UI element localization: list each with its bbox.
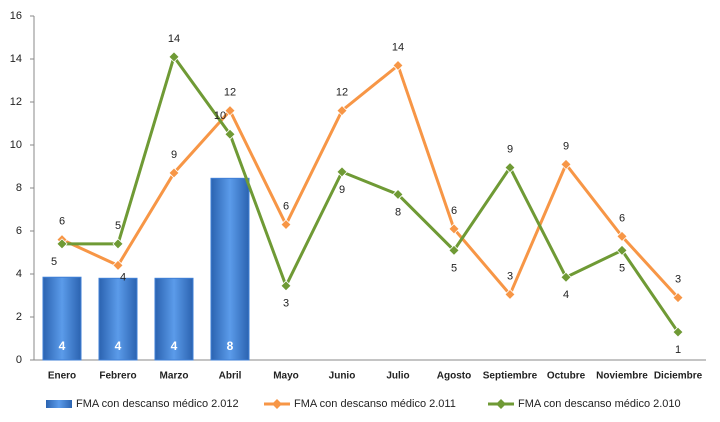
y-tick-label: 10 (10, 139, 22, 151)
point-value-label: 5 (115, 220, 121, 232)
point-value-label: 4 (563, 289, 569, 301)
y-tick-label: 6 (16, 225, 22, 237)
marker (560, 158, 572, 170)
legend-marker (272, 399, 282, 409)
x-tick-label: Mayo (273, 371, 299, 382)
x-tick-label: Junio (329, 371, 356, 382)
marker (392, 59, 404, 72)
point-value-label: 3 (507, 270, 513, 282)
legend-marker (496, 399, 506, 409)
marker (672, 292, 684, 304)
y-tick-label: 0 (16, 354, 22, 366)
marker (112, 259, 124, 271)
x-tick-label: Marzo (160, 371, 189, 382)
bar-value-label: 8 (227, 339, 234, 353)
point-value-label: 5 (51, 256, 57, 268)
y-tick-label: 8 (16, 182, 22, 194)
point-value-label: 14 (392, 41, 404, 53)
point-value-label: 4 (120, 271, 126, 283)
marker (560, 271, 572, 283)
y-tick-label: 4 (16, 268, 22, 280)
point-value-label: 9 (563, 140, 569, 152)
x-tick-label: Febrero (99, 371, 136, 382)
point-value-label: 8 (395, 206, 401, 218)
y-tick-label: 14 (10, 53, 22, 65)
x-tick-label: Diciembre (654, 371, 703, 382)
x-tick-label: Noviembre (596, 371, 648, 382)
marker (504, 288, 516, 300)
point-value-label: 5 (451, 262, 457, 274)
marker (224, 105, 236, 117)
marker (336, 166, 348, 178)
marker (616, 244, 628, 256)
point-value-label: 12 (224, 87, 236, 99)
x-tick-label: Septiembre (483, 371, 538, 382)
marker (168, 51, 180, 63)
point-value-label: 6 (283, 200, 289, 212)
legend-label: FMA con descanso médico 2.010 (518, 398, 681, 410)
point-value-label: 6 (619, 212, 625, 224)
bar-value-label: 4 (115, 339, 122, 353)
point-value-label: 9 (507, 143, 513, 155)
bar (98, 277, 138, 361)
legend-label: FMA con descanso médico 2.011 (294, 398, 456, 410)
x-tick-label: Julio (386, 371, 409, 382)
point-value-label: 6 (59, 216, 65, 228)
marker (448, 223, 460, 235)
line (61, 62, 680, 299)
marker (336, 105, 348, 117)
marker (392, 188, 404, 201)
bar-value-label: 4 (171, 339, 178, 353)
point-value-label: 5 (619, 262, 625, 274)
bar (210, 177, 250, 361)
marker (616, 230, 628, 242)
x-tick-label: Agosto (437, 371, 471, 382)
line (62, 53, 680, 333)
marker (112, 238, 124, 250)
marker (280, 280, 292, 292)
y-tick-label: 2 (16, 311, 22, 323)
marker (56, 238, 68, 250)
point-value-label: 14 (168, 33, 180, 45)
point-value-label: 10 (214, 110, 226, 122)
y-tick-label: 12 (10, 96, 22, 108)
marker (224, 128, 236, 140)
x-tick-label: Enero (48, 371, 76, 382)
y-tick-label: 16 (10, 10, 22, 22)
point-value-label: 12 (336, 87, 348, 99)
bar-value-label: 4 (59, 339, 66, 353)
point-value-label: 6 (451, 205, 457, 217)
x-tick-label: Abril (219, 371, 242, 382)
marker (280, 218, 292, 231)
marker (448, 244, 460, 256)
point-value-label: 9 (171, 149, 177, 161)
legend-swatch (46, 400, 72, 408)
point-value-label: 9 (339, 184, 345, 196)
marker (168, 167, 180, 179)
legend-label: FMA con descanso médico 2.012 (76, 398, 239, 410)
marker (672, 326, 684, 338)
x-tick-label: Octubre (547, 371, 586, 382)
point-value-label: 3 (675, 274, 681, 286)
bar (154, 277, 194, 361)
bar (42, 276, 82, 361)
marker (504, 162, 516, 174)
point-value-label: 1 (675, 344, 681, 356)
point-value-label: 3 (283, 298, 289, 310)
